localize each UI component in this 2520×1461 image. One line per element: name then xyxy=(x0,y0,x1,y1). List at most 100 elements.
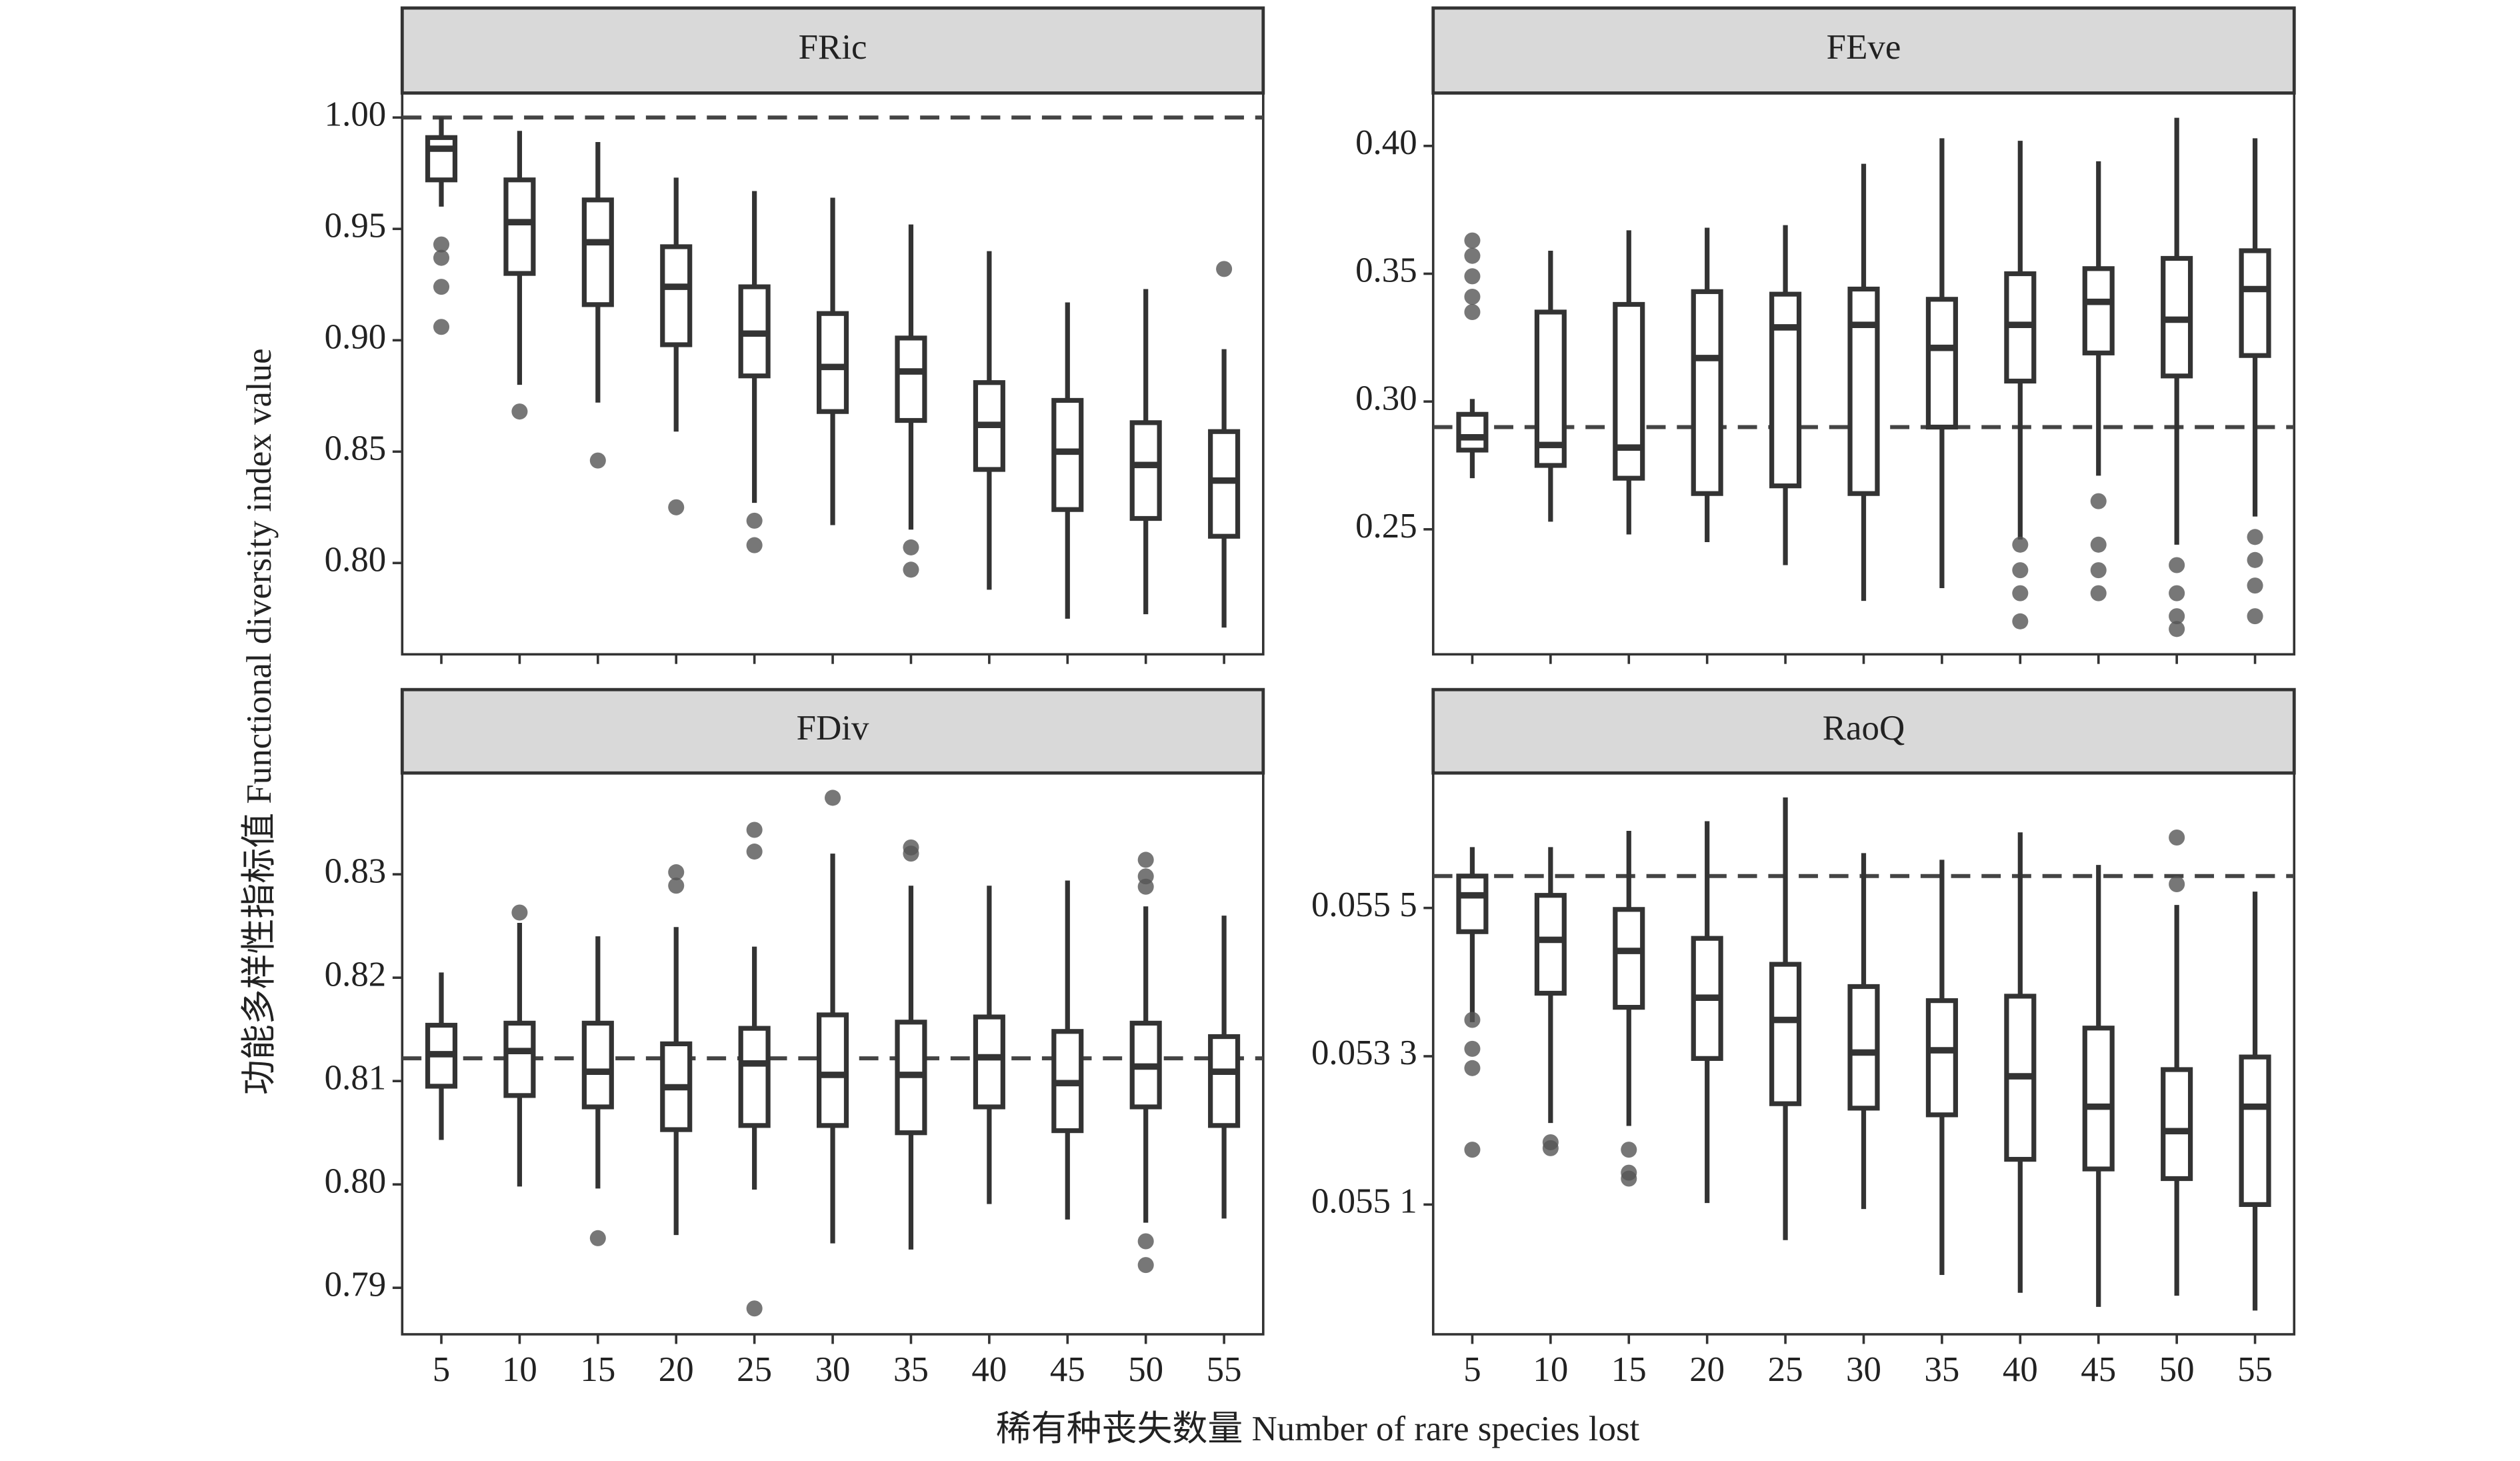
box xyxy=(1769,291,1802,489)
box xyxy=(1208,429,1241,539)
outlier xyxy=(2247,577,2263,594)
outlier xyxy=(2247,608,2263,625)
y-tick-label: 0.053 3 xyxy=(1311,1034,1417,1072)
box xyxy=(581,197,614,307)
outlier xyxy=(746,822,763,838)
outlier xyxy=(433,279,450,295)
y-tick-label: 0.25 xyxy=(1355,507,1417,545)
box xyxy=(425,135,458,183)
strip xyxy=(400,6,1265,95)
y-tick-label: 0.30 xyxy=(1355,379,1417,417)
box xyxy=(1691,289,1723,496)
x-tick-label: 35 xyxy=(893,1350,929,1389)
box xyxy=(581,1020,614,1110)
outlier xyxy=(2090,562,2107,579)
box xyxy=(1456,874,1489,934)
box xyxy=(1769,962,1802,1106)
box xyxy=(503,1020,536,1098)
outlier xyxy=(746,844,763,860)
box xyxy=(738,1026,771,1128)
x-tick-label: 15 xyxy=(580,1350,615,1389)
x-tick-label: 50 xyxy=(2159,1350,2195,1389)
outlier xyxy=(1137,1257,1154,1274)
box xyxy=(1847,984,1880,1111)
outlier xyxy=(1621,1142,1637,1158)
box xyxy=(503,177,536,276)
outlier xyxy=(433,236,450,253)
outlier xyxy=(2169,608,2185,625)
outlier xyxy=(1621,1170,1637,1187)
outlier xyxy=(2247,529,2263,545)
outlier xyxy=(746,1300,763,1317)
strip xyxy=(1431,6,2296,95)
y-tick-label: 0.85 xyxy=(325,429,387,467)
outlier xyxy=(746,512,763,529)
box xyxy=(1925,998,1958,1118)
outlier xyxy=(2169,621,2185,637)
box xyxy=(1925,297,1958,430)
outlier xyxy=(2090,536,2107,553)
outlier xyxy=(2090,585,2107,601)
x-tick-label: 30 xyxy=(1846,1350,1881,1389)
panel-title: FRic xyxy=(799,28,867,67)
y-tick-label: 0.80 xyxy=(325,540,387,579)
outlier xyxy=(1464,1012,1481,1028)
outlier xyxy=(1464,1142,1481,1158)
y-tick-label: 0.055 5 xyxy=(1311,886,1417,924)
x-axis-label: 稀有种丧失数量 Number of rare species lost xyxy=(996,1410,1640,1448)
outlier xyxy=(1464,303,1481,321)
x-tick-label: 50 xyxy=(1128,1350,1163,1389)
box xyxy=(1534,893,1567,996)
outlier xyxy=(2169,585,2185,601)
outlier xyxy=(1464,232,1481,249)
outlier xyxy=(2247,551,2263,568)
box xyxy=(1051,397,1084,512)
box xyxy=(1847,286,1880,496)
outlier xyxy=(1464,268,1481,285)
x-tick-label: 10 xyxy=(502,1350,537,1389)
box xyxy=(817,311,849,414)
box xyxy=(2239,248,2271,358)
outlier xyxy=(1137,1233,1154,1250)
outlier xyxy=(668,499,685,515)
x-tick-label: 20 xyxy=(1689,1350,1725,1389)
outlier xyxy=(1464,1060,1481,1076)
outlier xyxy=(511,403,528,420)
box xyxy=(817,1012,849,1128)
x-tick-label: 55 xyxy=(2237,1350,2273,1389)
y-tick-label: 1.00 xyxy=(325,95,387,133)
panel-title: FEve xyxy=(1827,28,1901,67)
box xyxy=(1129,420,1162,521)
outlier xyxy=(589,1230,606,1246)
x-tick-label: 5 xyxy=(433,1350,450,1389)
outlier xyxy=(668,864,685,881)
x-tick-label: 15 xyxy=(1611,1350,1647,1389)
outlier xyxy=(746,537,763,553)
box xyxy=(1613,907,1645,1010)
y-tick-label: 0.83 xyxy=(325,852,387,890)
box xyxy=(2082,1026,2115,1172)
outlier xyxy=(1464,247,1481,264)
outlier xyxy=(1137,878,1154,895)
box xyxy=(2161,1067,2193,1182)
outlier xyxy=(2012,585,2029,601)
outlier xyxy=(903,539,919,555)
outlier xyxy=(825,790,841,806)
box xyxy=(2239,1054,2271,1208)
x-tick-label: 20 xyxy=(659,1350,694,1389)
box xyxy=(1534,309,1567,468)
y-tick-label: 0.90 xyxy=(325,317,387,356)
outlier xyxy=(1216,261,1233,277)
outlier xyxy=(2012,562,2029,579)
outlier xyxy=(433,319,450,335)
panel-title: FDiv xyxy=(797,709,869,748)
box xyxy=(2082,266,2115,355)
box xyxy=(973,1014,1005,1110)
outlier xyxy=(589,452,606,469)
box xyxy=(895,335,927,423)
outlier xyxy=(2012,613,2029,629)
x-tick-label: 55 xyxy=(1207,1350,1242,1389)
x-tick-label: 25 xyxy=(1768,1350,1803,1389)
